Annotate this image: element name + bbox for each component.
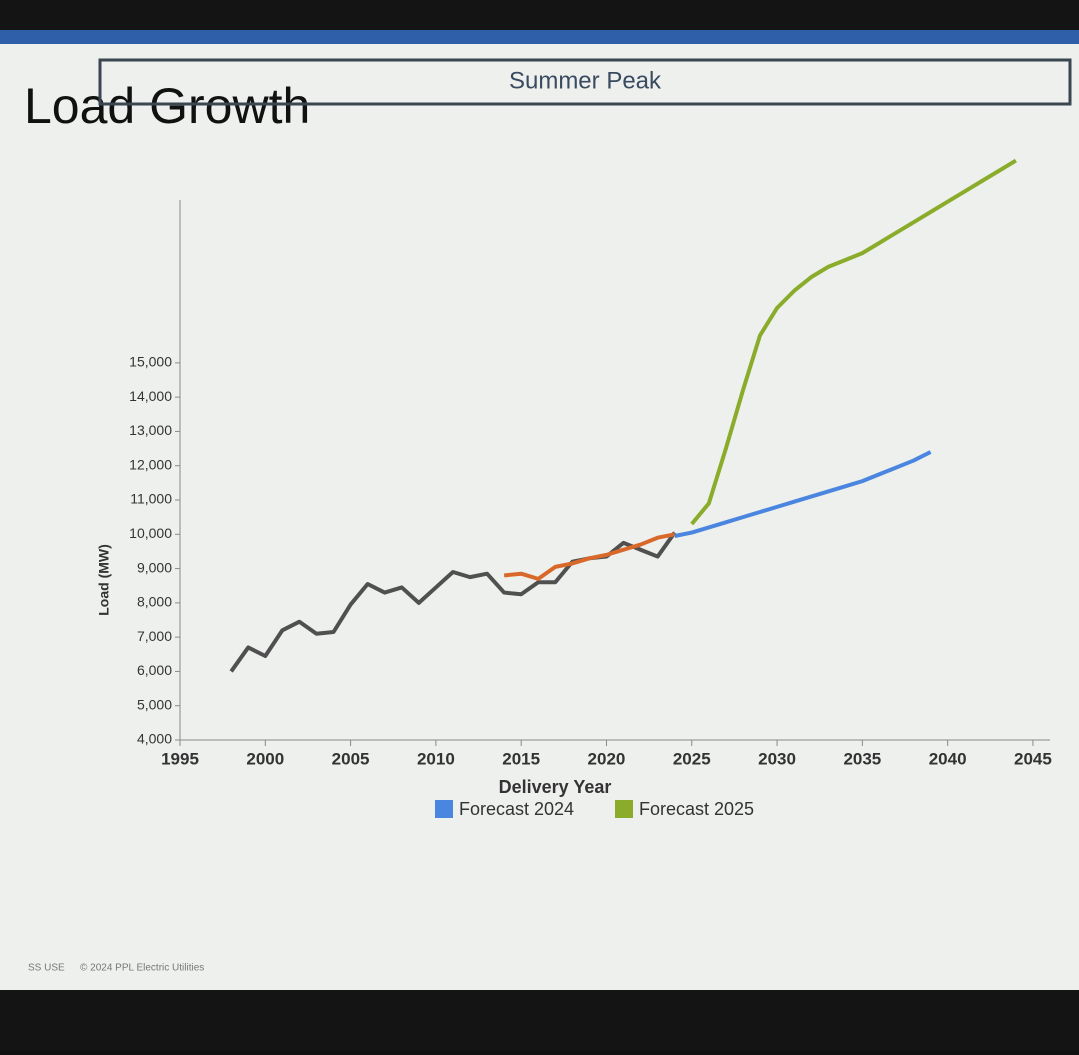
y-tick-label: 15,000	[129, 354, 172, 370]
x-tick-label: 2005	[332, 749, 370, 768]
x-tick-label: 1995	[161, 749, 199, 768]
y-tick-label: 11,000	[130, 491, 172, 507]
y-tick-label: 14,000	[129, 388, 172, 404]
x-tick-label: 2015	[502, 749, 540, 768]
y-tick-label: 13,000	[129, 422, 172, 438]
slide: Load Growth Summer Peak SS USE © 2024 PP…	[0, 0, 1079, 1050]
x-tick-label: 2035	[843, 749, 881, 768]
x-tick-label: 2000	[246, 749, 284, 768]
x-axis-label: Delivery Year	[499, 777, 612, 797]
footer-left: SS USE	[28, 963, 65, 974]
y-tick-label: 6,000	[137, 662, 172, 678]
y-tick-label: 7,000	[137, 628, 172, 644]
x-tick-label: 2020	[588, 749, 626, 768]
y-tick-label: 9,000	[137, 559, 172, 575]
y-tick-label: 12,000	[129, 456, 172, 472]
x-tick-label: 2010	[417, 749, 455, 768]
legend-swatch	[615, 800, 633, 818]
page: Load Growth Summer Peak SS USE © 2024 PP…	[0, 0, 1079, 1050]
footer-copyright: © 2024 PPL Electric Utilities	[80, 963, 204, 974]
slide-band	[0, 30, 1079, 44]
legend-swatch	[435, 800, 453, 818]
slide-title: Load Growth	[24, 78, 310, 134]
legend-label: Forecast 2024	[459, 799, 574, 819]
slide-area	[0, 30, 1079, 990]
x-tick-label: 2030	[758, 749, 796, 768]
x-tick-label: 2040	[929, 749, 967, 768]
y-tick-label: 4,000	[137, 731, 172, 747]
legend-label: Forecast 2025	[639, 799, 754, 819]
x-tick-label: 2045	[1014, 749, 1052, 768]
chart-title: Summer Peak	[509, 67, 662, 94]
y-tick-label: 10,000	[129, 525, 172, 541]
x-tick-label: 2025	[673, 749, 711, 768]
y-axis-label: Load (MW)	[96, 544, 112, 616]
y-tick-label: 8,000	[137, 594, 172, 610]
y-tick-label: 5,000	[137, 696, 172, 712]
